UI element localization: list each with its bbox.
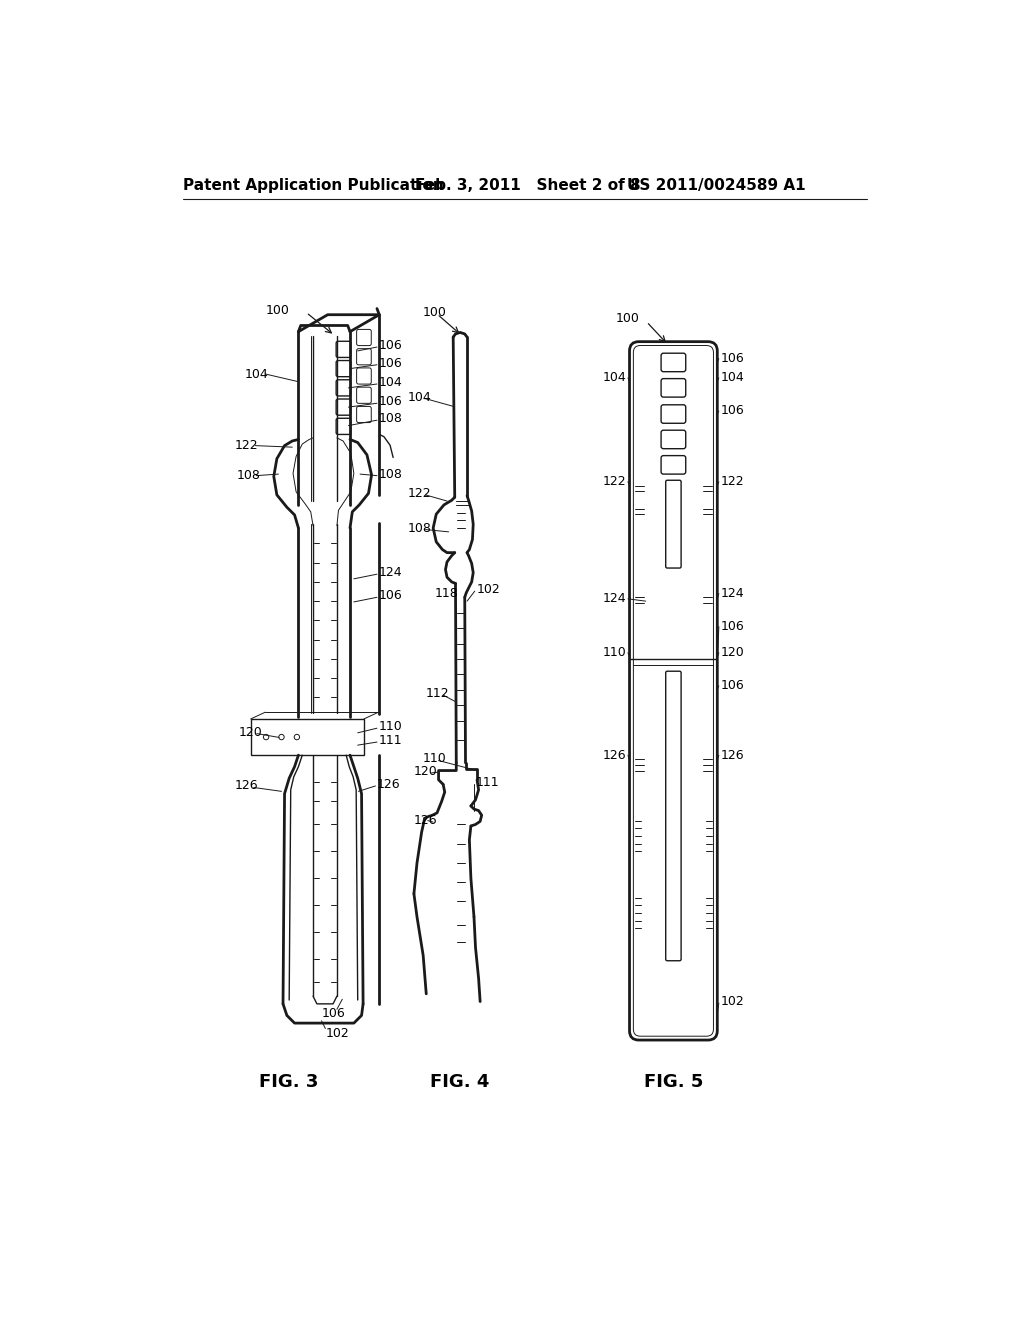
- FancyBboxPatch shape: [356, 368, 372, 384]
- FancyBboxPatch shape: [662, 354, 686, 372]
- FancyBboxPatch shape: [336, 418, 351, 434]
- FancyBboxPatch shape: [630, 342, 717, 1040]
- Text: 100: 100: [265, 304, 289, 317]
- Text: 106: 106: [720, 680, 744, 693]
- Text: 126: 126: [414, 814, 437, 828]
- Text: 104: 104: [379, 376, 402, 389]
- Text: 106: 106: [322, 1007, 346, 1019]
- Text: US 2011/0024589 A1: US 2011/0024589 A1: [628, 178, 806, 193]
- Text: 122: 122: [234, 440, 258, 453]
- FancyBboxPatch shape: [662, 455, 686, 474]
- Text: 106: 106: [379, 589, 402, 602]
- FancyBboxPatch shape: [356, 348, 372, 364]
- Text: 102: 102: [476, 583, 500, 597]
- FancyBboxPatch shape: [336, 360, 351, 376]
- Text: 111: 111: [475, 776, 499, 788]
- Text: FIG. 3: FIG. 3: [259, 1073, 318, 1092]
- FancyBboxPatch shape: [336, 380, 351, 396]
- FancyBboxPatch shape: [662, 430, 686, 449]
- Text: 110: 110: [423, 752, 446, 766]
- Text: FIG. 4: FIG. 4: [430, 1073, 489, 1092]
- Text: 104: 104: [408, 391, 431, 404]
- Text: 108: 108: [237, 469, 261, 482]
- Text: 126: 126: [234, 779, 258, 792]
- FancyBboxPatch shape: [336, 399, 351, 416]
- Text: Patent Application Publication: Patent Application Publication: [183, 178, 443, 193]
- FancyBboxPatch shape: [666, 480, 681, 568]
- Text: 100: 100: [423, 306, 447, 319]
- Text: 126: 126: [603, 748, 627, 762]
- Text: 120: 120: [720, 647, 744, 659]
- Text: Feb. 3, 2011   Sheet 2 of 8: Feb. 3, 2011 Sheet 2 of 8: [416, 178, 641, 193]
- Text: 106: 106: [720, 620, 744, 634]
- Text: 104: 104: [720, 371, 744, 384]
- Text: 102: 102: [720, 995, 744, 1008]
- Text: 108: 108: [408, 521, 432, 535]
- Text: 106: 106: [379, 356, 402, 370]
- Text: 108: 108: [379, 467, 402, 480]
- Text: 104: 104: [245, 367, 268, 380]
- FancyBboxPatch shape: [634, 346, 714, 1036]
- Text: 104: 104: [603, 371, 627, 384]
- FancyBboxPatch shape: [356, 330, 372, 346]
- Text: 126: 126: [720, 748, 744, 762]
- Text: 106: 106: [720, 352, 744, 366]
- Text: 102: 102: [326, 1027, 350, 1040]
- Text: FIG. 5: FIG. 5: [644, 1073, 703, 1092]
- Text: 110: 110: [379, 721, 402, 733]
- Text: 120: 120: [239, 726, 262, 739]
- Text: 124: 124: [379, 566, 402, 579]
- Text: 106: 106: [379, 395, 402, 408]
- Text: 118: 118: [434, 587, 458, 601]
- Text: 124: 124: [720, 587, 744, 601]
- Text: 111: 111: [379, 734, 402, 747]
- Text: 100: 100: [615, 312, 640, 325]
- FancyBboxPatch shape: [662, 379, 686, 397]
- Text: 108: 108: [379, 412, 402, 425]
- FancyBboxPatch shape: [356, 387, 372, 404]
- FancyBboxPatch shape: [356, 407, 372, 422]
- FancyBboxPatch shape: [666, 671, 681, 961]
- Text: 122: 122: [603, 475, 627, 488]
- Text: 120: 120: [414, 764, 437, 777]
- Text: 126: 126: [377, 777, 400, 791]
- Text: 112: 112: [425, 686, 450, 700]
- FancyBboxPatch shape: [662, 405, 686, 424]
- FancyBboxPatch shape: [336, 342, 351, 358]
- Text: 122: 122: [720, 475, 744, 488]
- Text: 106: 106: [379, 339, 402, 352]
- Text: 122: 122: [408, 487, 431, 500]
- FancyBboxPatch shape: [251, 719, 364, 755]
- Text: 106: 106: [720, 404, 744, 417]
- Text: 124: 124: [603, 593, 627, 606]
- Text: 110: 110: [603, 647, 627, 659]
